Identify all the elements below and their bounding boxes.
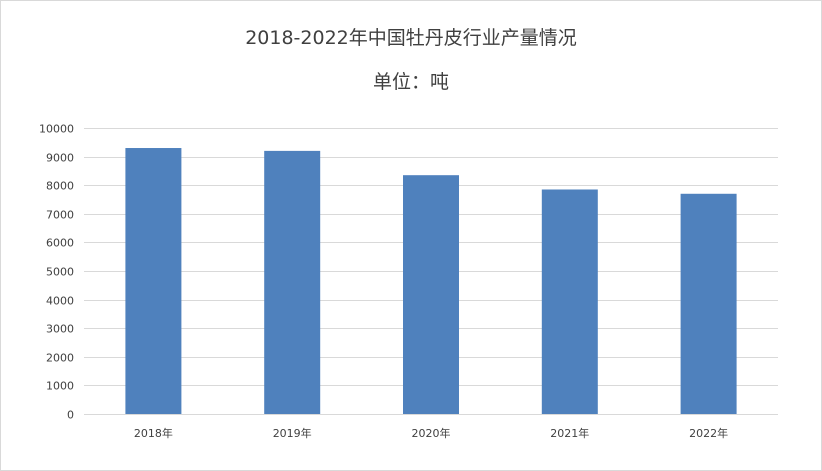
y-tick-label: 2000 [46, 352, 74, 365]
x-tick-label: 2021年 [550, 426, 589, 440]
y-tick-label: 9000 [46, 152, 74, 165]
x-tick-label: 2022年 [689, 426, 728, 440]
bar [541, 189, 598, 414]
y-tick-label: 5000 [46, 266, 74, 279]
y-tick-label: 3000 [46, 323, 74, 336]
y-tick-label: 6000 [46, 237, 74, 250]
x-tick-label: 2018年 [134, 426, 173, 440]
y-tick-label: 10000 [39, 123, 74, 136]
chart-title: 2018-2022年中国牡丹皮行业产量情况 [245, 27, 577, 49]
y-tick-label: 0 [67, 409, 74, 422]
bar [403, 175, 459, 414]
y-tick-label: 4000 [46, 295, 74, 308]
y-tick-label: 7000 [46, 209, 74, 222]
chart-subtitle: 单位：吨 [372, 71, 449, 93]
x-axis-tick-labels: 2018年 2019年 2020年 2021年 2022年 [134, 426, 728, 440]
x-tick-label: 2019年 [273, 426, 312, 440]
y-tick-label: 8000 [46, 180, 74, 193]
bar [264, 150, 321, 414]
y-tick-label: 1000 [46, 380, 74, 393]
x-tick-label: 2020年 [412, 426, 451, 440]
bar [680, 193, 737, 414]
bars [125, 148, 737, 414]
gridlines [84, 128, 778, 415]
bar [125, 148, 182, 414]
y-axis-tick-labels: 0 1000 2000 3000 4000 5000 6000 7000 8000 9000 100… [39, 123, 74, 422]
